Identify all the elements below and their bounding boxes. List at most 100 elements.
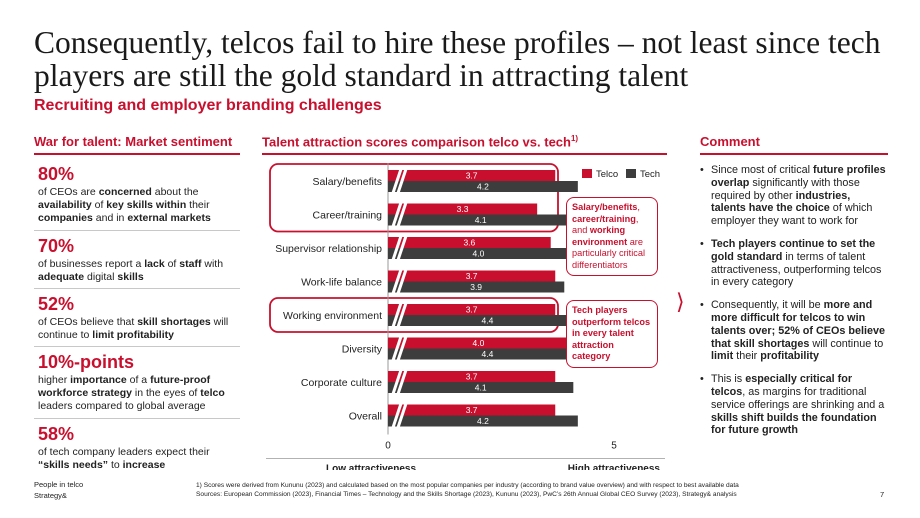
- legend-swatch-tech: [626, 169, 636, 178]
- legend-swatch-telco: [582, 169, 592, 178]
- telco-bar: [388, 237, 551, 248]
- axis-break-mark: [391, 168, 403, 194]
- telco-bar: [388, 170, 556, 181]
- page-number: 7: [880, 490, 885, 499]
- tech-bar: [388, 348, 587, 360]
- comment-bullet: Tech players continue to set the gold st…: [700, 238, 888, 289]
- stat-value: 80%: [38, 164, 75, 184]
- page-subtitle: Recruiting and employer branding challen…: [34, 97, 382, 114]
- telco-value-label: 3.7: [466, 405, 478, 415]
- category-label: Salary/benefits: [313, 176, 382, 188]
- chevron-right-icon: ⟩: [676, 290, 685, 315]
- axis-break-mark: [396, 202, 408, 227]
- axis-break-mark: [391, 202, 403, 227]
- footer-brand: Strategy&: [34, 491, 67, 500]
- stat-item: 10%-points higher importance of a future…: [38, 352, 238, 413]
- stat-item: 70% of businesses report a lack of staff…: [38, 236, 238, 284]
- category-label: Working environment: [283, 310, 382, 322]
- differentiators-callout: Salary/benefits, career/training, and wo…: [566, 197, 658, 276]
- stat-description: of CEOs believe that skill shortages wil…: [38, 316, 229, 341]
- legend-label-tech: Tech: [640, 169, 660, 180]
- telco-value-label: 3.7: [466, 171, 478, 181]
- telco-bar: [388, 337, 569, 349]
- stat-description: higher importance of a future-proof work…: [38, 374, 225, 412]
- tech-bar: [388, 315, 587, 326]
- stat-divider: [34, 288, 240, 289]
- tech-bar: [388, 382, 574, 393]
- axis-break-mark: [391, 336, 403, 361]
- bar-chart-svg: Salary/benefits3.74.2Career/training3.34…: [266, 163, 665, 471]
- category-label: Corporate culture: [301, 377, 382, 389]
- tech-value-label: 4.1: [475, 215, 487, 225]
- stat-description: of businesses report a lack of staff wit…: [38, 258, 224, 283]
- axis-break-mark: [396, 336, 408, 361]
- x-tick-label: 5: [611, 441, 617, 452]
- stat-item: 52% of CEOs believe that skill shortages…: [38, 294, 238, 342]
- telco-value-label: 3.7: [466, 305, 478, 315]
- tech-value-label: 4.1: [475, 383, 487, 393]
- axis-break-mark: [396, 168, 408, 194]
- tech-value-label: 4.4: [482, 316, 494, 326]
- tech-bar: [388, 181, 578, 192]
- axis-break-mark: [396, 235, 408, 261]
- stat-item: 58% of tech company leaders expect their…: [38, 424, 238, 472]
- market-sentiment-heading: War for talent: Market sentiment: [34, 134, 233, 149]
- stat-value: 52%: [38, 294, 75, 314]
- category-label: Diversity: [342, 344, 383, 356]
- stat-description: of tech company leaders expect their “sk…: [38, 446, 210, 471]
- stat-divider: [34, 418, 240, 419]
- highlight-box: [269, 163, 559, 233]
- axis-break-mark: [396, 302, 408, 328]
- category-label: Career/training: [313, 210, 383, 222]
- tech-value-label: 4.4: [482, 349, 494, 359]
- axis-break-mark: [396, 269, 408, 294]
- comment-heading-rule: [700, 153, 888, 155]
- telco-bar: [388, 404, 556, 416]
- telco-bar: [388, 304, 556, 315]
- footnote-1: 1) Scores were derived from Kununu (2023…: [196, 482, 739, 489]
- market-sentiment-rule: [34, 153, 240, 155]
- x-tick-label: 0: [385, 441, 391, 452]
- axis-break-mark: [396, 403, 408, 428]
- stat-divider: [34, 230, 240, 231]
- comment-bullet: Consequently, it will be more and more d…: [700, 299, 888, 363]
- tech-bar: [388, 248, 569, 259]
- chart-heading-footnote-ref: 1): [570, 134, 579, 143]
- axis-break-mark: [391, 235, 403, 261]
- axis-break-mark: [391, 403, 403, 428]
- tech-bar: [388, 415, 578, 427]
- telco-value-label: 3.3: [457, 204, 469, 214]
- chart-heading: Talent attraction scores comparison telc…: [262, 134, 578, 149]
- comment-bullet: This is especially critical for telcos, …: [700, 373, 888, 437]
- sources-note: Sources: European Commission (2023), Fin…: [196, 491, 737, 498]
- tech-value-label: 4.0: [472, 249, 484, 259]
- chart-heading-rule: [262, 153, 667, 155]
- footer-tag: People in telco: [34, 480, 84, 489]
- stat-value: 70%: [38, 236, 75, 256]
- low-attractiveness-label: Low attractiveness: [326, 464, 416, 471]
- category-label: Overall: [349, 411, 382, 423]
- axis-break-mark: [391, 369, 403, 395]
- telco-value-label: 4.0: [472, 338, 484, 348]
- telco-value-label: 3.6: [463, 238, 475, 248]
- comment-bullet: Since most of critical future profiles o…: [700, 164, 888, 228]
- stat-divider: [34, 346, 240, 347]
- footnotes: 1) Scores were derived from Kununu (2023…: [196, 481, 856, 499]
- telco-value-label: 3.7: [466, 372, 478, 382]
- telco-bar: [388, 203, 538, 215]
- telco-value-label: 3.7: [466, 271, 478, 281]
- tech-bar: [388, 281, 565, 293]
- legend-label-telco: Telco: [596, 169, 618, 180]
- tech-value-label: 4.2: [477, 182, 489, 192]
- category-label: Supervisor relationship: [275, 243, 382, 255]
- stat-description: of CEOs are concerned about the availabi…: [38, 186, 211, 224]
- comment-list: Since most of critical future profiles o…: [700, 164, 888, 447]
- tech-bar: [388, 214, 574, 226]
- telco-bar: [388, 270, 556, 282]
- telco-bar: [388, 371, 556, 382]
- axis-break-mark: [396, 369, 408, 395]
- stat-value: 10%-points: [38, 352, 135, 372]
- category-label: Work-life balance: [301, 277, 382, 289]
- stat-value: 58%: [38, 424, 75, 444]
- chart-heading-text: Talent attraction scores comparison telc…: [262, 134, 571, 150]
